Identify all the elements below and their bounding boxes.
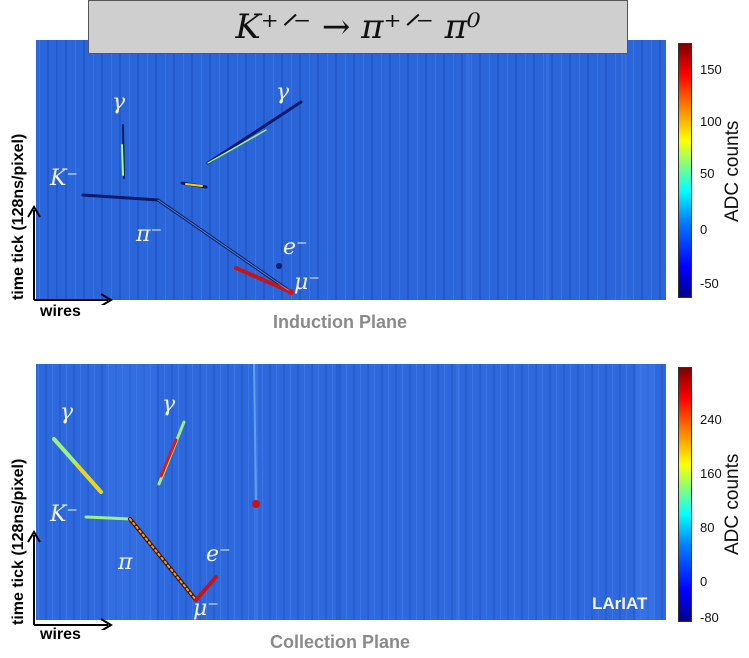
collection-colorbar-tick: 240 [700, 412, 722, 427]
collection-colorbar-tick: 0 [700, 574, 708, 589]
collection-x-axis-label: wires [40, 626, 81, 643]
collection-electron-label: e⁻ [206, 542, 231, 567]
induction-colorbar-tick: 0 [700, 222, 708, 237]
induction-plane-image: γ γ K⁻ π⁻ e⁻ μ⁻ [36, 40, 666, 300]
induction-gamma2-label: γ [276, 80, 290, 105]
event-title: K⁺ᐟ⁻ → π⁺ᐟ⁻ π⁰ [88, 0, 628, 54]
induction-kaon-label: K⁻ [50, 166, 79, 191]
induction-event-display [36, 40, 666, 300]
induction-gamma1-label: γ [112, 90, 126, 115]
induction-x-axis-label: wires [40, 303, 81, 320]
collection-kaon-label: K⁻ [50, 502, 79, 527]
lariat-watermark: LArIAT [592, 594, 648, 613]
collection-colorbar-label: ADC counts [722, 453, 743, 555]
induction-tracks [81, 100, 303, 295]
induction-electron-label: e⁻ [283, 235, 308, 260]
induction-plane-label: Induction Plane [272, 312, 407, 332]
collection-tracks [52, 364, 260, 602]
collection-plane-image: γ γ K⁻ π e⁻ μ⁻ LArIAT [36, 364, 666, 620]
induction-colorbar-tick: 100 [700, 114, 722, 129]
induction-muon-label: μ⁻ [294, 270, 320, 295]
collection-colorbar-tick: -80 [700, 610, 719, 625]
induction-axis-arrows [27, 205, 113, 305]
collection-pion-label: π [118, 550, 133, 575]
collection-event-display [36, 364, 666, 620]
collection-colorbar-tick: 160 [700, 466, 722, 481]
collection-colorbar-tick: 80 [700, 520, 715, 535]
induction-colorbar-tick: 50 [700, 166, 715, 181]
induction-colorbar-label: ADC counts [722, 120, 743, 222]
collection-axis-arrows [27, 530, 113, 630]
collection-gamma1-label: γ [60, 400, 74, 425]
collection-muon-label: μ⁻ [193, 596, 219, 620]
induction-pion-label: π⁻ [136, 222, 163, 247]
collection-gamma2-label: γ [162, 392, 176, 417]
induction-colorbar [678, 43, 692, 298]
collection-colorbar [678, 367, 692, 622]
induction-colorbar-tick: 150 [700, 62, 722, 77]
induction-colorbar-tick: -50 [700, 276, 719, 291]
collection-plane-label: Collection Plane [269, 632, 411, 652]
